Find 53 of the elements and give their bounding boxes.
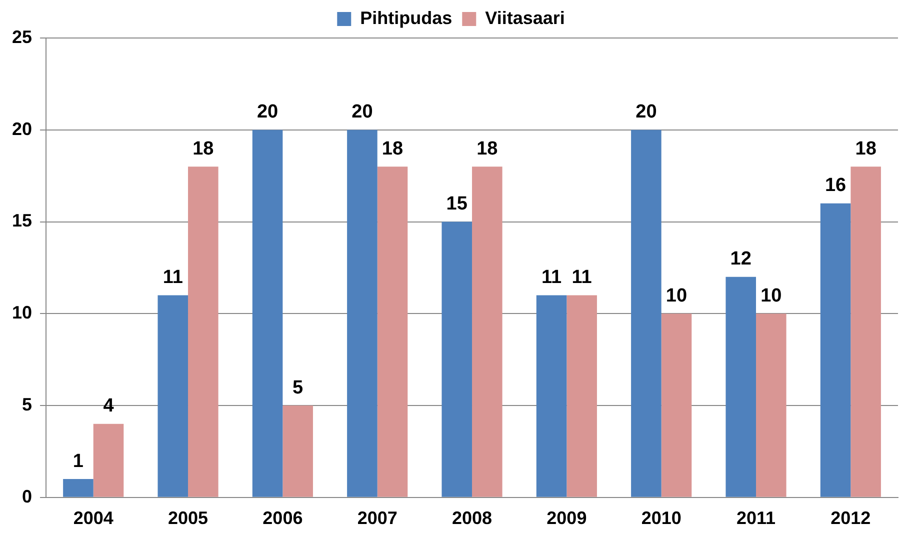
y-tick-label: 10: [12, 302, 32, 323]
x-tick-label: 2005: [168, 508, 208, 528]
x-tick-label: 2012: [830, 508, 871, 528]
data-label: 18: [192, 138, 214, 160]
x-tick-label: 2011: [736, 508, 776, 528]
bar: [820, 203, 851, 497]
y-tick-label: 5: [22, 394, 32, 414]
x-tick-label: 2007: [357, 508, 398, 528]
data-label: 16: [824, 175, 846, 196]
data-label: 11: [541, 267, 562, 288]
bar: [661, 314, 692, 497]
bar: [442, 222, 472, 497]
data-label: 11: [162, 267, 184, 288]
data-label: 12: [730, 248, 752, 270]
x-tick-label: 2006: [262, 508, 303, 528]
bar: [472, 166, 502, 497]
bar: [282, 406, 313, 497]
bar: [252, 130, 283, 497]
x-tick-label: 2010: [641, 508, 682, 528]
bar: [850, 166, 881, 497]
x-tick-label: 2004: [73, 508, 114, 528]
bar: [188, 166, 218, 497]
data-label: 1: [72, 450, 84, 472]
bar: [756, 314, 786, 497]
bar: [377, 166, 408, 497]
data-label: 15: [446, 193, 468, 214]
y-tick-label: 25: [12, 26, 32, 47]
bar: [566, 295, 597, 497]
data-label: 18: [382, 138, 404, 160]
data-label: 18: [855, 138, 876, 160]
data-label: 20: [636, 102, 657, 123]
legend-label: Viitasaari: [485, 8, 565, 28]
bar: [347, 130, 378, 497]
data-label: 10: [760, 285, 782, 306]
bar: [63, 479, 94, 497]
data-label: 20: [352, 102, 373, 123]
bar: [158, 295, 188, 497]
y-tick-label: 15: [12, 210, 32, 231]
data-label: 5: [292, 377, 304, 398]
y-tick-label: 20: [12, 118, 32, 139]
x-tick-label: 2009: [546, 508, 587, 528]
bar: [93, 424, 124, 497]
bar: [726, 276, 756, 497]
x-tick-label: 2008: [452, 508, 492, 528]
legend-label: Pihtipudas: [360, 8, 452, 28]
bar: [631, 130, 662, 497]
data-label: 4: [103, 396, 114, 417]
data-label: 10: [666, 285, 688, 306]
data-label: 18: [476, 138, 498, 160]
bar: [536, 295, 567, 497]
data-label: 20: [256, 102, 278, 123]
data-label: 11: [572, 267, 592, 288]
y-tick-label: 0: [22, 486, 32, 506]
